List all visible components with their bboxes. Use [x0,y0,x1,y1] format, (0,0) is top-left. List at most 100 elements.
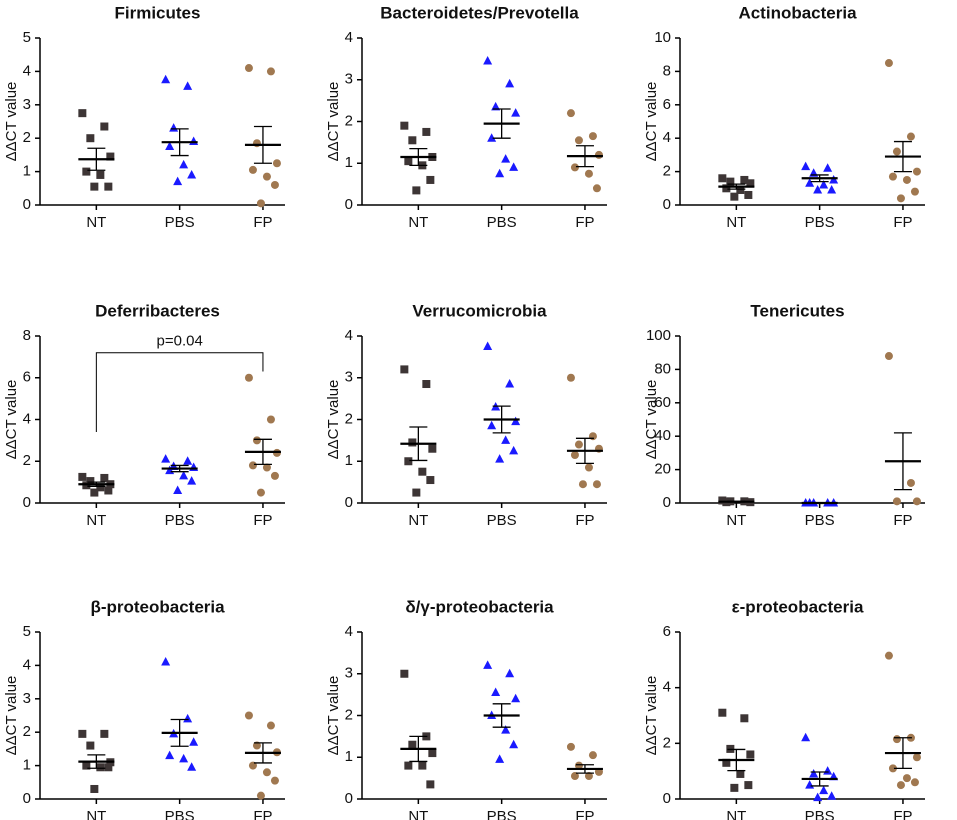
data-point [491,101,501,111]
data-point [746,179,755,188]
data-point [509,162,519,171]
y-tick-label: 20 [654,461,671,478]
y-tick-label: 0 [345,494,353,511]
data-point [78,729,87,738]
data-point [813,792,823,802]
data-point [86,477,95,486]
data-point [86,134,95,143]
data-point [813,184,823,194]
data-point [594,150,603,159]
data-point [570,163,579,172]
y-tick-label: 8 [23,327,31,344]
y-tick-label: 6 [23,369,31,386]
data-point [501,154,511,163]
data-point [187,762,197,771]
y-tick-label: 2 [663,163,671,180]
x-tick-label: FP [253,214,272,231]
data-point [187,169,197,179]
data-point [505,78,515,88]
x-tick-label: PBS [487,512,517,529]
x-tick-label: PBS [165,808,195,820]
data-point [892,735,901,744]
chart-title: Bacteroidetes/Prevotella [380,3,579,22]
data-point [104,182,113,191]
data-point [404,457,413,466]
data-point [90,784,99,793]
data-point [566,109,575,118]
y-tick-label: 1 [345,452,353,469]
data-point [244,64,253,73]
data-point [161,454,171,463]
x-tick-label: FP [893,214,912,231]
y-tick-label: 0 [23,790,31,807]
data-point [183,713,193,723]
data-point [578,480,587,489]
x-tick-label: FP [893,808,912,820]
y-tick-label: 3 [345,369,353,386]
y-tick-label: 4 [345,327,353,344]
y-tick-label: 4 [663,129,671,146]
significance-bracket [95,352,264,433]
y-tick-label: 100 [646,327,671,344]
data-point [896,194,905,203]
data-point [509,445,519,455]
y-axis-label: ΔΔCT value [3,380,20,460]
data-point [501,725,511,734]
y-tick-label: 4 [345,29,353,46]
data-point [566,373,575,382]
y-tick-label: 4 [663,679,671,696]
y-tick-label: 2 [23,723,31,740]
data-point [588,132,597,141]
x-tick-label: NT [86,214,106,231]
data-point [892,497,901,506]
data-point [809,768,819,778]
data-point [495,454,505,463]
y-tick-label: 4 [23,656,31,673]
data-point [262,768,271,777]
y-tick-label: 0 [663,790,671,807]
y-axis-label: ΔΔCT value [643,82,660,162]
x-tick-label: NT [726,512,746,529]
y-tick-label: 1 [345,154,353,171]
y-tick-label: 2 [23,452,31,469]
data-point [165,750,175,760]
y-tick-label: 1 [23,163,31,180]
data-point [179,753,189,763]
y-tick-label: 3 [23,690,31,707]
data-point [183,81,193,90]
y-tick-label: 10 [654,29,671,46]
chart-title: Tenericutes [750,301,844,320]
y-tick-label: 2 [345,706,353,723]
y-tick-label: 80 [654,360,671,377]
x-tick-label: NT [726,808,746,820]
x-tick-label: FP [893,512,912,529]
data-point [722,758,731,767]
data-point [740,714,749,723]
data-point [726,177,735,186]
data-point [805,178,815,187]
data-point [902,774,911,783]
y-tick-label: 5 [23,29,31,46]
chart-title: β-proteobacteria [90,597,225,616]
data-point [495,754,505,763]
y-tick-label: 0 [663,196,671,213]
data-point [90,488,99,497]
x-tick-label: FP [253,808,272,820]
y-axis-label: ΔΔCT value [325,380,342,460]
data-point [173,485,183,494]
data-point [505,379,515,388]
data-point [819,179,829,189]
data-point [746,750,755,759]
data-point [256,488,265,497]
x-tick-label: NT [408,214,428,231]
data-point [104,763,113,772]
data-point [819,785,829,795]
y-axis-label: ΔΔCT value [325,82,342,162]
x-tick-label: PBS [487,214,517,231]
chart-title: Verrucomicrobia [412,301,547,320]
data-point [588,751,597,760]
data-point [270,180,279,189]
data-point [892,147,901,156]
data-point [244,373,253,382]
data-point [718,174,727,183]
